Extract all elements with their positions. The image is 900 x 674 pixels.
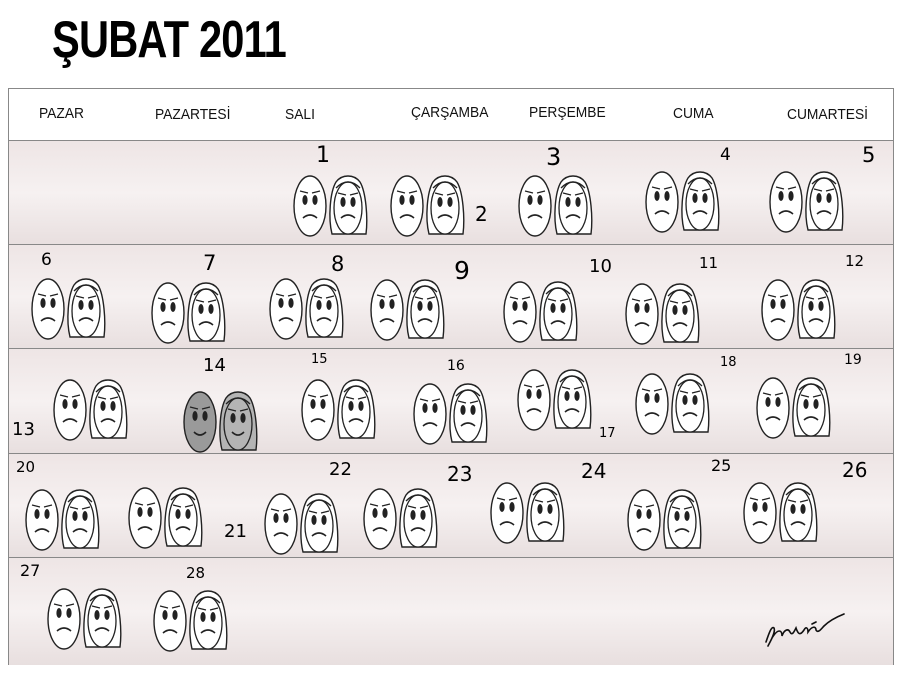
date-number: 13 [12, 419, 35, 440]
page-title: ŞUBAT 2011 [52, 11, 287, 69]
sad-couple-icon [738, 479, 822, 545]
day-name-sunday: PAZAR [39, 105, 84, 122]
sad-couple-icon [385, 172, 469, 238]
sad-couple-icon [146, 279, 230, 345]
date-number: 24 [581, 459, 607, 483]
date-number: 27 [20, 561, 41, 580]
date-number: 16 [447, 358, 465, 374]
date-number: 21 [224, 521, 247, 542]
date-number: 26 [842, 458, 868, 482]
sad-couple-icon [365, 276, 449, 342]
sad-couple-icon [358, 485, 442, 551]
weekday-header: PAZAR PAZARTESİ SALI ÇARŞAMBA PERŞEMBE C… [9, 89, 893, 141]
sad-couple-icon [512, 366, 596, 432]
sad-couple-icon [26, 275, 110, 341]
sad-couple-icon [408, 380, 492, 446]
day-name-saturday: CUMARTESİ [787, 106, 869, 123]
sad-couple-icon [48, 376, 132, 442]
sad-couple-icon [620, 280, 704, 346]
date-number: 28 [186, 564, 206, 582]
date-number: 20 [16, 458, 36, 476]
sad-couple-icon [123, 484, 207, 550]
date-number: 18 [720, 355, 737, 370]
date-number: 9 [454, 256, 470, 285]
signature-icon [760, 608, 860, 657]
date-number: 23 [447, 462, 473, 486]
sad-couple-icon [264, 275, 348, 341]
date-number: 8 [331, 252, 345, 276]
date-number: 22 [329, 459, 352, 480]
day-name-tuesday: SALI [285, 106, 315, 123]
date-number: 6 [41, 250, 52, 270]
sad-couple-icon [296, 376, 380, 442]
sad-couple-icon [148, 587, 232, 653]
date-number: 17 [599, 426, 616, 441]
date-number: 15 [311, 352, 328, 367]
date-number: 19 [844, 352, 862, 368]
sad-couple-icon [640, 168, 724, 234]
sad-couple-icon [498, 278, 582, 344]
date-number: 7 [203, 251, 217, 275]
date-number: 2 [475, 202, 488, 226]
date-number: 1 [316, 143, 330, 168]
sad-couple-icon [622, 486, 706, 552]
sad-couple-icon [513, 172, 597, 238]
day-name-monday: PAZARTESİ [155, 106, 231, 123]
sad-couple-icon [764, 168, 848, 234]
date-number: 10 [589, 256, 612, 277]
day-name-friday: CUMA [673, 105, 714, 122]
sad-couple-icon [630, 370, 714, 436]
date-number: 11 [699, 254, 719, 272]
sad-couple-icon [485, 479, 569, 545]
date-number: 12 [845, 252, 865, 270]
date-number: 4 [720, 145, 731, 165]
date-number: 25 [711, 456, 732, 475]
sad-couple-icon [756, 276, 840, 342]
day-name-wednesday: ÇARŞAMBA [411, 104, 489, 121]
date-number: 5 [862, 143, 876, 167]
happy-couple-icon [178, 388, 262, 454]
sad-couple-icon [20, 486, 104, 552]
day-name-thursday: PERŞEMBE [529, 104, 606, 121]
sad-couple-icon [42, 585, 126, 651]
date-number-highlighted: 14 [203, 355, 226, 376]
sad-couple-icon [259, 490, 343, 556]
sad-couple-icon [288, 172, 372, 238]
date-number: 3 [546, 143, 562, 171]
sad-couple-icon [751, 374, 835, 440]
